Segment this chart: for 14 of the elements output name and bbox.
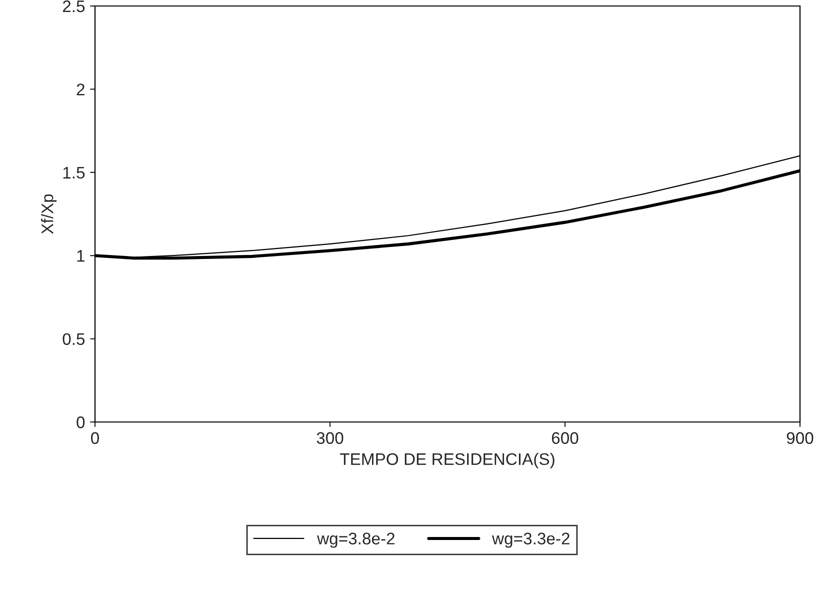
y-axis-title: Xf/Xp [41, 194, 57, 234]
x-axis-title: TEMPO DE RESIDENCIA(S) [340, 452, 554, 468]
x-tick-label: 600 [552, 432, 578, 444]
legend-label: wg=3.8e-2 [317, 532, 394, 548]
y-tick-label: 1.5 [63, 166, 85, 179]
y-tick-label: 0 [76, 416, 85, 428]
legend-label: wg=3.3e-2 [492, 532, 570, 548]
x-tick-label: 0 [91, 432, 99, 444]
y-tick-label: 2 [76, 84, 84, 96]
x-tick-label: 900 [786, 432, 814, 444]
x-tick-label: 300 [316, 432, 344, 444]
y-tick-label: 1 [77, 250, 84, 262]
y-tick-label: 2.5 [62, 0, 85, 12]
y-tick-label: 0.5 [62, 333, 85, 346]
